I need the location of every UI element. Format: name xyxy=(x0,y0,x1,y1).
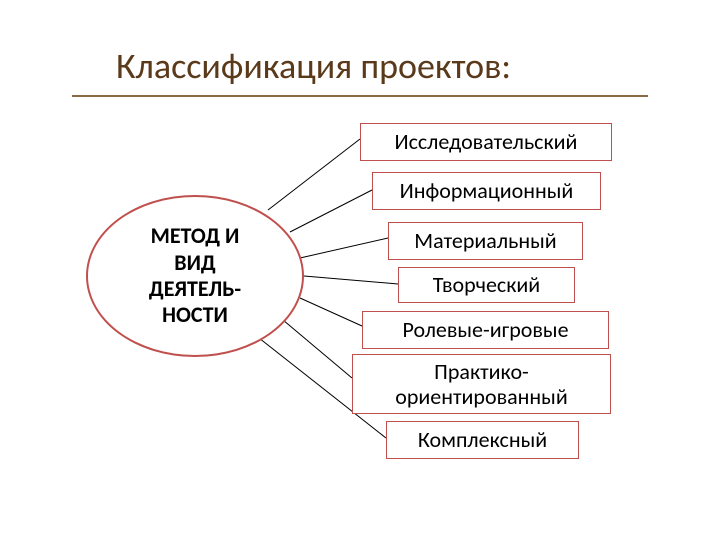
leaf-information: Информационный xyxy=(372,172,601,210)
leaf-creative: Творческий xyxy=(398,267,575,303)
leaf-material: Материальный xyxy=(388,222,583,260)
center-node: МЕТОД ИВИДДЕЯТЕЛЬ-НОСТИ xyxy=(86,195,304,357)
leaf-complex: Комплексный xyxy=(386,421,579,459)
leaf-role: Ролевые-игровые xyxy=(362,311,609,349)
leaf-practice: Практико-ориентированный xyxy=(352,354,611,414)
leaf-research: Исследовательский xyxy=(360,123,612,161)
